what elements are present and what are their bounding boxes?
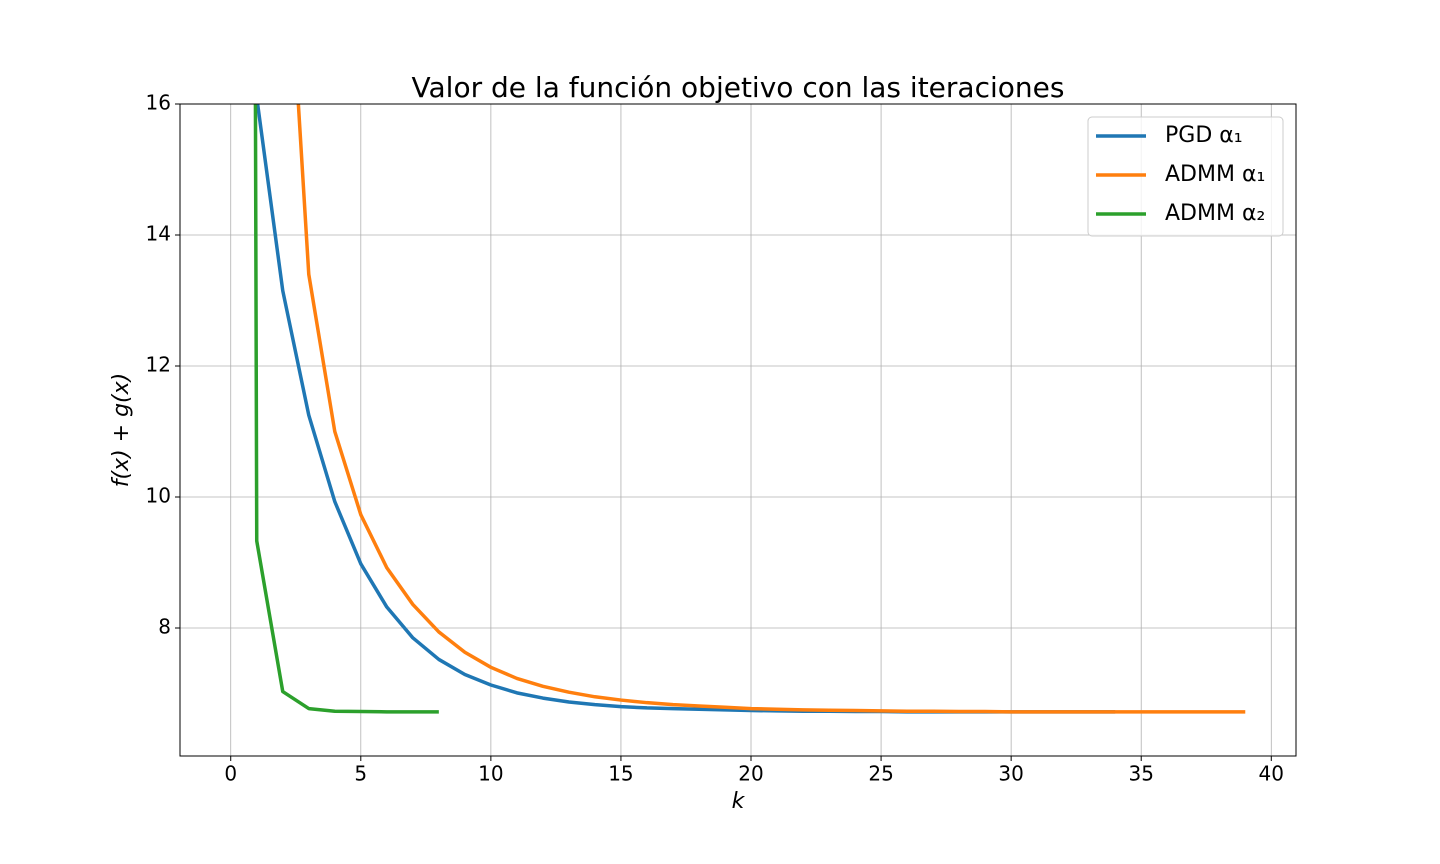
y-tick-label: 16 — [146, 91, 171, 115]
x-tick-label: 30 — [998, 762, 1023, 786]
legend: PGD α₁ ADMM α₁ ADMM α₂ — [1087, 116, 1284, 237]
x-axis-label: k — [732, 789, 746, 814]
plot-frame — [179, 103, 1297, 757]
plot-lines — [253, 104, 1246, 714]
legend-label: ADMM α₂ — [1165, 201, 1265, 226]
x-tick-label: 20 — [738, 762, 763, 786]
x-tick-label: 0 — [224, 762, 237, 786]
legend-box — [1087, 116, 1284, 237]
legend-label: PGD α₁ — [1165, 123, 1243, 148]
series-line — [253, 104, 439, 714]
y-axis-label: f(x) + g(x) — [109, 373, 134, 488]
x-tick-label: 25 — [868, 762, 893, 786]
x-tick-label: 35 — [1128, 762, 1153, 786]
x-tick-label: 15 — [608, 762, 633, 786]
series-line — [296, 104, 1246, 714]
x-tick-label: 40 — [1259, 762, 1284, 786]
y-tick-label: 12 — [146, 353, 171, 377]
legend-label: ADMM α₁ — [1165, 162, 1265, 187]
y-tick-label: 14 — [146, 222, 171, 246]
y-tick-label: 10 — [146, 484, 171, 508]
chart-title: Valor de la función objetivo con las ite… — [412, 71, 1065, 104]
y-tick-label: 8 — [158, 615, 171, 639]
x-tick-label: 10 — [478, 762, 503, 786]
x-tick-label: 5 — [354, 762, 367, 786]
